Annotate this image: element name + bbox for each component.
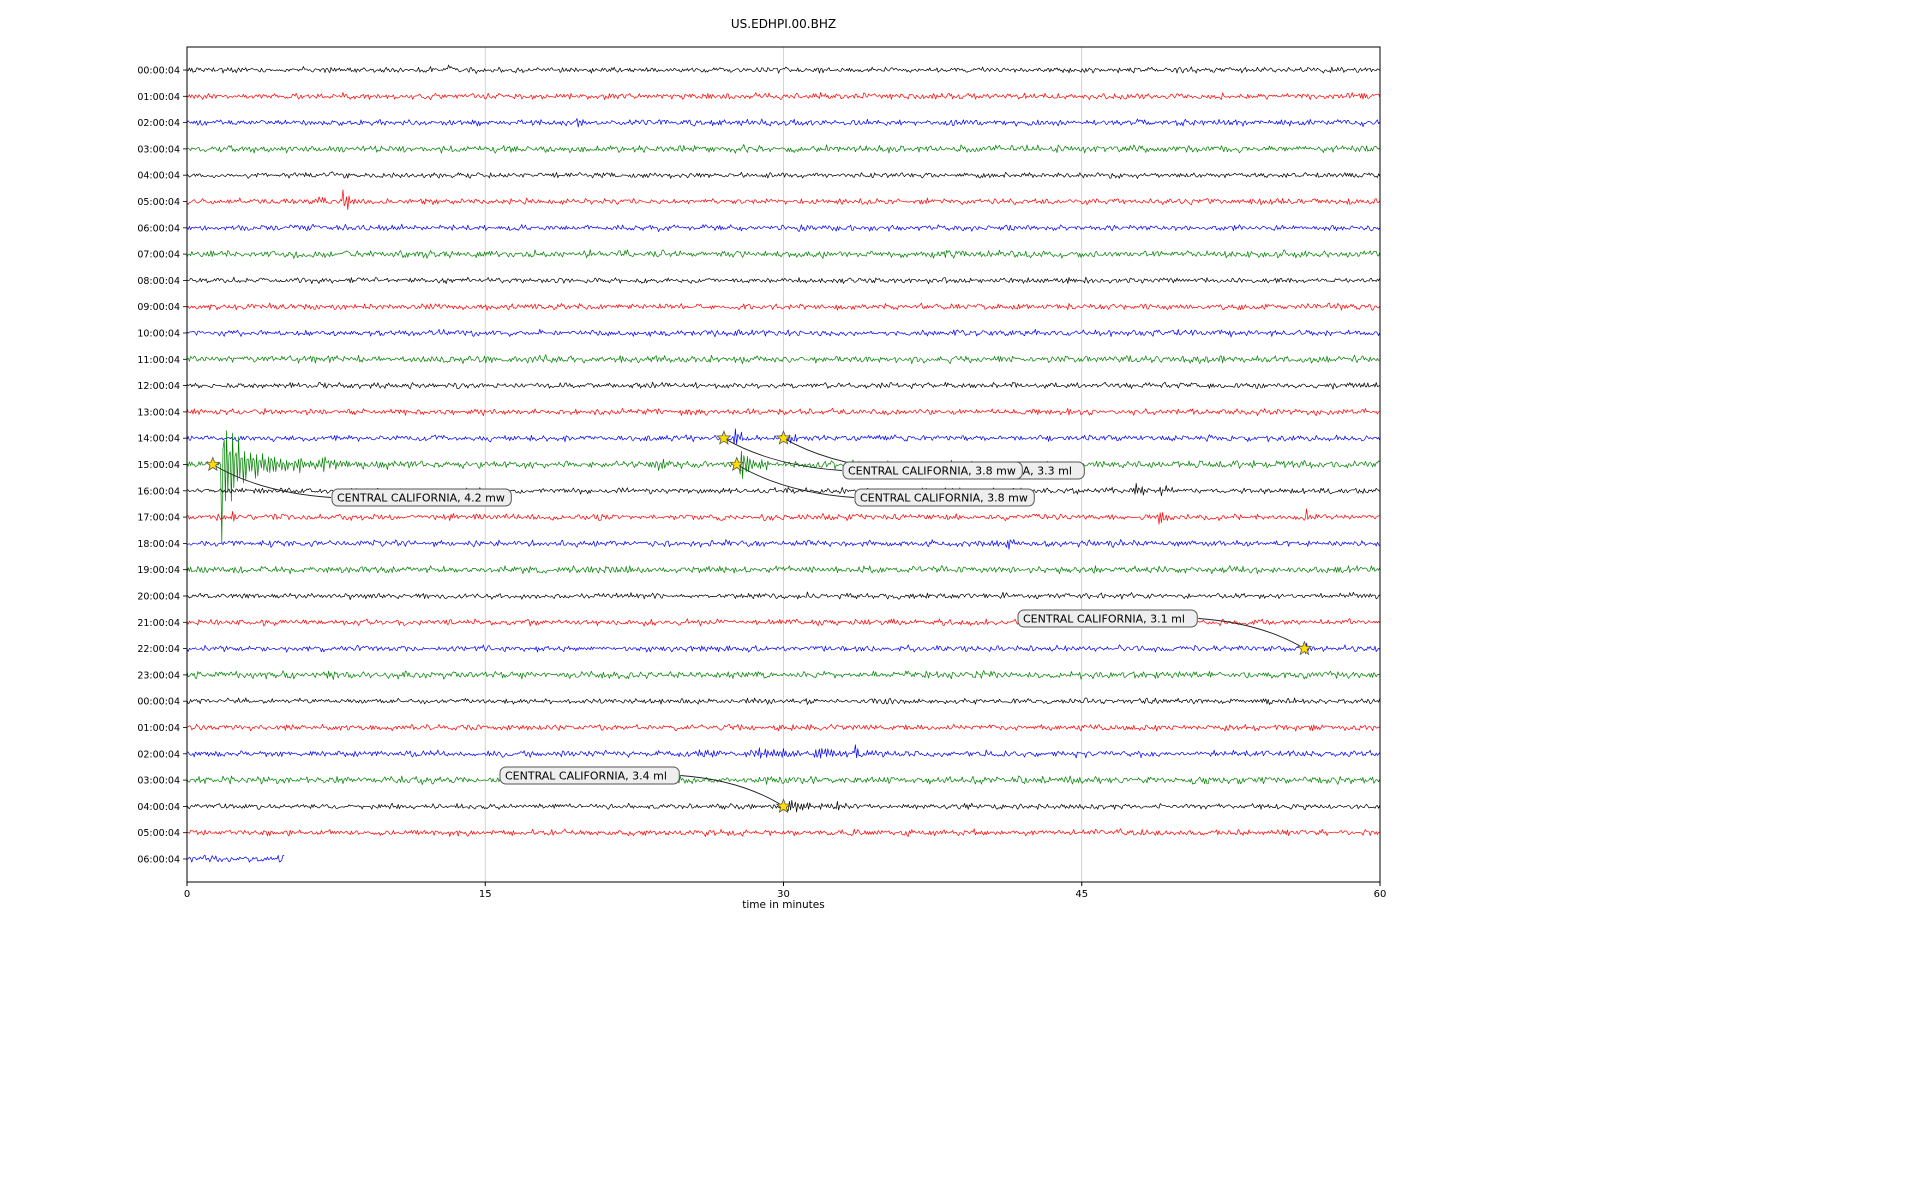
annotation-connector: [736, 464, 855, 498]
x-axis-label: time in minutes: [742, 899, 825, 911]
trace-row-26: [186, 744, 1381, 759]
annotation-label: CENTRAL CALIFORNIA, 4.2 mw: [337, 492, 505, 505]
annotation-label: CENTRAL CALIFORNIA, 3.4 ml: [505, 770, 667, 783]
plot-title: US.EDHPI.00.BHZ: [730, 17, 837, 31]
y-tick-label: 23:00:04: [137, 670, 180, 681]
x-tick-label: 60: [1374, 889, 1387, 900]
trace-row-2: [186, 118, 1381, 128]
trace-row-30: [186, 854, 285, 863]
event-star-icon: [729, 456, 745, 472]
trace-row-4: [186, 171, 1381, 179]
annotation-connector: [680, 775, 784, 807]
annotation-label: CENTRAL CALIFORNIA, 3.8 mw: [848, 465, 1016, 478]
y-tick-label: 04:00:04: [137, 171, 180, 182]
y-tick-label: 22:00:04: [137, 644, 180, 655]
trace-row-23: [186, 670, 1380, 680]
y-tick-label: 08:00:04: [137, 276, 180, 287]
annotation-box: [499, 766, 680, 785]
y-tick-label: 00:00:04: [137, 697, 180, 708]
annotation-box: [854, 488, 1035, 507]
event-star-icon: [775, 798, 792, 813]
annotation-connector: [1198, 618, 1305, 649]
y-tick-label: 05:00:04: [137, 197, 180, 208]
y-tick-label: 03:00:04: [137, 776, 180, 787]
y-tick-label: 14:00:04: [137, 434, 180, 445]
trace-row-22: [186, 642, 1381, 654]
y-tick-label: 13:00:04: [137, 407, 180, 418]
trace-row-20: [186, 591, 1381, 600]
trace-row-9: [186, 302, 1381, 311]
trace-row-0: [186, 64, 1380, 74]
y-tick-label: 18:00:04: [137, 539, 180, 550]
y-tick-label: 07:00:04: [137, 250, 180, 261]
event-star-icon: [205, 456, 221, 472]
trace-row-7: [186, 249, 1381, 259]
x-tick-label: 0: [184, 889, 190, 900]
y-tick-label: 21:00:04: [137, 618, 180, 629]
annotation-connector: [723, 437, 843, 471]
y-tick-label: 02:00:04: [137, 118, 180, 129]
trace-row-11: [186, 354, 1380, 365]
annotation-label: CENTRAL CALIFORNIA, 3.1 ml: [1023, 613, 1185, 626]
trace-row-15: [186, 430, 1380, 544]
y-tick-label: 09:00:04: [137, 302, 180, 313]
annotation-box: [331, 488, 512, 507]
y-tick-label: 17:00:04: [137, 513, 180, 524]
event-star-icon: [716, 430, 732, 445]
y-tick-label: 02:00:04: [137, 749, 180, 760]
trace-row-13: [186, 407, 1380, 417]
annotation-box: [1017, 609, 1198, 628]
y-tick-label: 10:00:04: [137, 329, 180, 340]
y-tick-label: 06:00:04: [137, 223, 180, 234]
event-star-icon: [775, 430, 792, 445]
y-tick-label: 03:00:04: [137, 144, 180, 155]
event-star-icon: [1296, 640, 1313, 656]
trace-row-5: [186, 189, 1381, 211]
trace-row-18: [186, 539, 1381, 550]
trace-row-8: [186, 276, 1381, 285]
y-tick-label: 15:00:04: [137, 460, 180, 471]
trace-row-29: [187, 828, 1380, 837]
annotation-label: CENTRAL CALIFORNIA, 3.8 mw: [860, 492, 1028, 505]
y-tick-label: 01:00:04: [137, 92, 180, 103]
trace-row-12: [186, 381, 1381, 390]
y-tick-label: 05:00:04: [137, 828, 180, 839]
x-tick-label: 30: [777, 889, 790, 900]
y-tick-label: 16:00:04: [137, 486, 180, 497]
y-tick-label: 20:00:04: [137, 592, 180, 603]
trace-row-6: [186, 223, 1381, 232]
y-tick-label: 19:00:04: [137, 565, 180, 576]
y-tick-label: 01:00:04: [137, 723, 180, 734]
y-tick-label: 00:00:04: [137, 66, 180, 77]
trace-row-27: [186, 775, 1381, 786]
trace-row-3: [186, 144, 1381, 154]
y-tick-label: 06:00:04: [137, 855, 180, 866]
trace-row-24: [186, 697, 1381, 705]
annotation-connector: [212, 464, 332, 498]
trace-row-17: [186, 508, 1380, 525]
y-tick-label: 12:00:04: [137, 381, 180, 392]
y-tick-label: 11:00:04: [137, 355, 180, 366]
trace-row-19: [186, 565, 1381, 575]
annotation-box: [842, 461, 1023, 480]
x-tick-label: 45: [1075, 889, 1088, 900]
trace-row-25: [186, 723, 1380, 732]
trace-row-1: [186, 92, 1381, 101]
x-tick-label: 15: [479, 889, 492, 900]
trace-row-10: [186, 328, 1381, 338]
y-tick-label: 04:00:04: [137, 802, 180, 813]
